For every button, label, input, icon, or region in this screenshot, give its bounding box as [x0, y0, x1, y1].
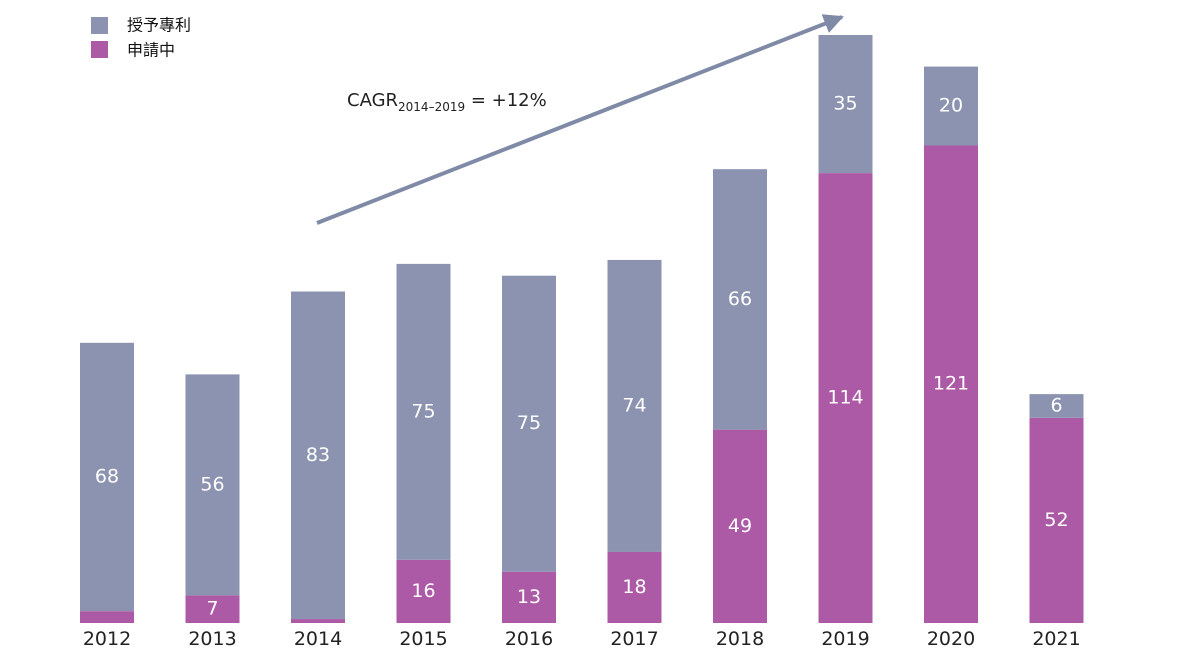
cagr-subscript: 2014–2019	[398, 100, 465, 114]
data-label-pending-2018: 49	[728, 515, 752, 537]
data-label-granted-2015: 75	[411, 400, 435, 422]
cagr-label: CAGR2014–2019 = +12%	[347, 90, 547, 114]
data-label-pending-2015: 16	[411, 580, 435, 602]
x-tick-2020: 2020	[927, 628, 975, 650]
cagr-value: = +12%	[465, 90, 547, 111]
x-tick-2012: 2012	[83, 628, 131, 650]
bar-pending-2012	[80, 611, 134, 623]
x-tick-2019: 2019	[821, 628, 869, 650]
data-label-granted-2018: 66	[728, 288, 752, 310]
x-tick-2014: 2014	[294, 628, 342, 650]
data-label-pending-2021: 52	[1044, 509, 1068, 531]
stacked-bar-chart: 授予專利 申請中 CAGR2014–2019 = +12% 6875683167…	[0, 0, 1181, 658]
x-axis-ticks: 2012 2013 2014 2015 2016 2017 2018 2019 2020 2021	[83, 628, 1081, 650]
x-tick-2013: 2013	[188, 628, 236, 650]
data-label-pending-2016: 13	[517, 586, 541, 608]
legend-swatch-pending	[91, 41, 108, 58]
data-label-pending-2013: 7	[206, 598, 218, 620]
data-label-granted-2012: 68	[95, 465, 119, 487]
data-label-granted-2019: 35	[833, 93, 857, 115]
x-tick-2018: 2018	[716, 628, 764, 650]
legend-label-granted: 授予專利	[127, 16, 191, 35]
legend-swatch-granted	[91, 17, 108, 34]
cagr-main: CAGR	[347, 90, 398, 111]
data-label-granted-2013: 56	[200, 473, 224, 495]
legend-label-pending: 申請中	[127, 41, 175, 60]
x-tick-2016: 2016	[505, 628, 553, 650]
data-label-granted-2020: 20	[939, 95, 963, 117]
x-tick-2021: 2021	[1032, 628, 1080, 650]
bars-group: 68 7 56 83 16 75 13 75 18 74 49 66 114 35 121 20 52 6	[80, 35, 1084, 623]
data-label-granted-2017: 74	[622, 394, 646, 416]
data-label-granted-2021: 6	[1050, 394, 1062, 416]
data-label-granted-2014: 83	[306, 444, 330, 466]
data-label-pending-2020: 121	[933, 373, 969, 395]
x-tick-2015: 2015	[399, 628, 447, 650]
data-label-pending-2019: 114	[827, 387, 863, 409]
legend: 授予專利 申請中	[91, 16, 191, 60]
x-tick-2017: 2017	[610, 628, 658, 650]
data-label-granted-2016: 75	[517, 412, 541, 434]
bar-pending-2014	[291, 619, 345, 623]
data-label-pending-2017: 18	[622, 576, 646, 598]
